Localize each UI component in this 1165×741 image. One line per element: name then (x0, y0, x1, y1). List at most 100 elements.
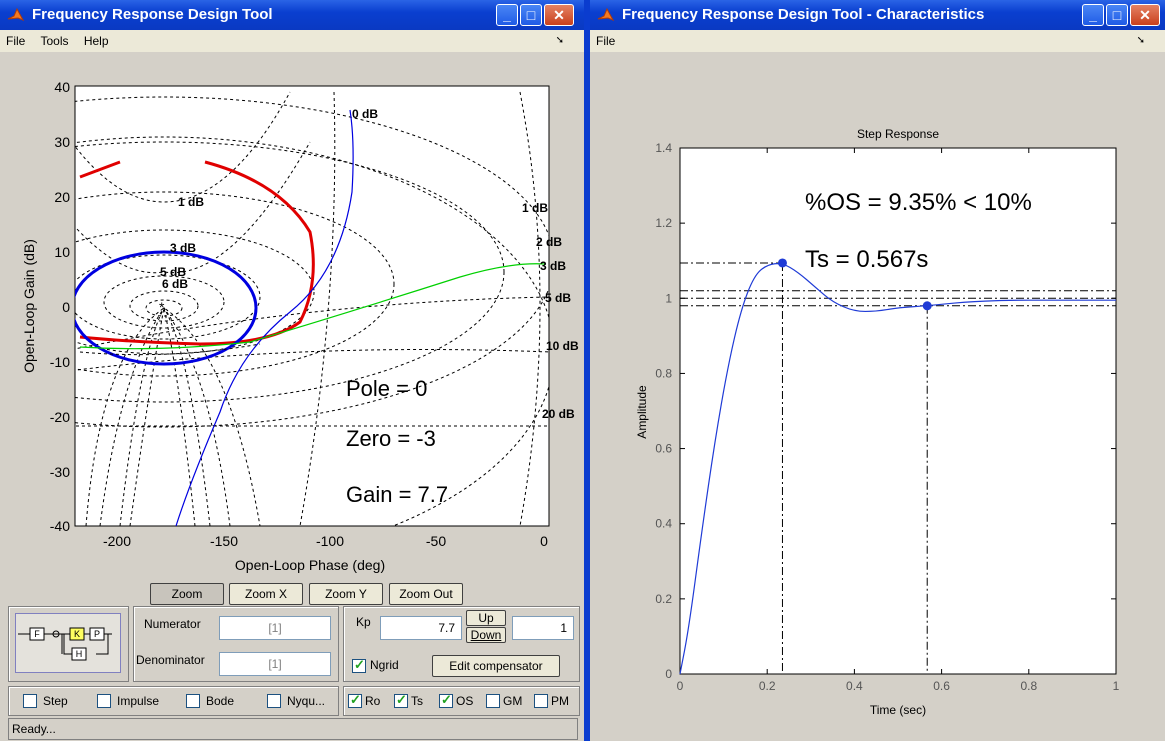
y-tick-label: 1 (665, 291, 672, 305)
ngrid-checkbox[interactable] (352, 657, 366, 673)
nichols-grid-contour (99, 307, 231, 526)
dock-arrow-icon[interactable]: ➘ (1136, 35, 1145, 46)
menu-tools[interactable]: Tools (40, 34, 69, 48)
x-axis-label: Open-Loop Phase (deg) (235, 557, 385, 573)
y-tick: 0 (62, 299, 70, 315)
y-tick-label: 1.2 (655, 216, 672, 230)
grid-label: 10 dB (546, 339, 579, 353)
bode-checkbox[interactable] (186, 694, 200, 708)
maximize-button[interactable]: □ (1106, 4, 1128, 26)
grid-label: 2 dB (536, 235, 562, 249)
x-tick: -50 (426, 533, 446, 549)
ngrid-label: Ngrid (370, 658, 399, 672)
impulse-checkbox[interactable] (97, 694, 111, 708)
zoom-out-button[interactable]: Zoom Out (389, 583, 463, 605)
characteristics-panel: Ro Ts OS GM PM (343, 686, 580, 716)
nyquist-checkbox[interactable] (267, 694, 281, 708)
y-tick-label: 0.8 (655, 366, 672, 380)
block-diagram-button[interactable]: F K P H (15, 613, 121, 673)
y-tick: -40 (50, 518, 70, 534)
y-tick: -20 (50, 409, 70, 425)
zoom-x-button[interactable]: Zoom X (229, 583, 303, 605)
block-h-label: H (76, 649, 83, 659)
menu-file[interactable]: File (596, 34, 616, 48)
window-title: Frequency Response Design Tool - Charact… (622, 6, 985, 23)
nichols-grid-contour (75, 91, 291, 203)
close-button[interactable]: ✕ (1130, 4, 1160, 26)
nyquist-label: Nyqu... (287, 694, 326, 708)
grid-label: 1 dB (522, 201, 548, 215)
x-tick-label: 1 (1113, 679, 1120, 693)
transfer-function-panel: Numerator [1] Denominator [1] (133, 606, 339, 682)
dock-arrow-icon[interactable]: ➘ (555, 35, 564, 46)
window-title: Frequency Response Design Tool (32, 6, 273, 23)
denominator-field[interactable]: [1] (219, 652, 331, 676)
y-tick: 20 (54, 189, 70, 205)
menu-file[interactable]: File (6, 34, 26, 48)
zoom-y-button[interactable]: Zoom Y (309, 583, 383, 605)
pm-checkbox[interactable] (534, 694, 548, 708)
gain-annotation: Gain = 7.7 (346, 482, 448, 507)
x-tick-label: 0.8 (1020, 679, 1037, 693)
numerator-field[interactable]: [1] (219, 616, 331, 640)
gm-label: GM (503, 694, 523, 708)
minimize-button[interactable]: _ (1082, 4, 1104, 26)
impulse-label: Impulse (117, 694, 160, 708)
ro-checkbox[interactable] (348, 692, 362, 708)
pm-label: PM (551, 694, 569, 708)
denominator-label: Denominator (136, 653, 205, 667)
block-diagram-panel: F K P H (8, 606, 129, 682)
grid-label: 5 dB (545, 291, 571, 305)
step-checkbox[interactable] (23, 694, 37, 708)
y-tick: 40 (54, 79, 70, 95)
block-f-label: F (34, 629, 40, 639)
matlab-icon (7, 7, 24, 21)
block-p-label: P (94, 629, 100, 639)
minimize-button[interactable]: _ (496, 4, 518, 26)
os-label: OS (456, 694, 474, 708)
y-tick: 30 (54, 134, 70, 150)
down-button[interactable]: Down (466, 627, 506, 643)
zoom-button[interactable]: Zoom (150, 583, 224, 605)
y-tick-label: 0 (665, 667, 672, 681)
chart-title: Step Response (857, 127, 939, 141)
nichols-grid-contour (85, 307, 261, 526)
overshoot-annotation: %OS = 9.35% < 10% (805, 189, 1032, 216)
nichols-grid-contour (75, 141, 505, 403)
kp-label: Kp (356, 615, 371, 629)
nichols-grid-contour (79, 343, 261, 356)
nichols-red-curve (79, 160, 315, 346)
nichols-grid-contour (75, 136, 549, 526)
y-tick-label: 0.2 (655, 592, 672, 606)
compensator-panel: Kp 7.7 Up Down 1 Ngrid Edit compensator (343, 606, 580, 682)
nichols-grid-contour (75, 229, 315, 355)
up-button[interactable]: Up (466, 610, 506, 626)
menu-help[interactable]: Help (83, 34, 109, 48)
ts-checkbox[interactable] (394, 692, 408, 708)
y-tick-label: 0.6 (655, 442, 672, 456)
nichols-grid-contour (103, 275, 225, 329)
step-plot-area[interactable] (679, 147, 1117, 675)
os-checkbox[interactable] (439, 692, 453, 708)
grid-label: 6 dB (162, 277, 188, 291)
block-k-label: K (74, 629, 80, 639)
peak-marker (777, 258, 787, 268)
gm-checkbox[interactable] (486, 694, 500, 708)
nichols-chart[interactable]: * 0 dB 1 dB 1 dB 2 dB 3 dB 3 dB 5 dB 6 d… (0, 52, 584, 582)
close-button[interactable]: ✕ (544, 4, 574, 26)
edit-compensator-button[interactable]: Edit compensator (432, 655, 560, 677)
x-tick-label: 0 (677, 679, 684, 693)
x-tick-label: 0.4 (846, 679, 863, 693)
y-tick: -30 (50, 464, 70, 480)
nichols-grid-contour (75, 254, 261, 340)
step-response-chart[interactable]: Step Response Time (sec) Amplitude 0 0.2 0… (590, 52, 1165, 741)
status-bar: Ready... (8, 718, 578, 740)
maximize-button[interactable]: □ (520, 4, 542, 26)
bode-label: Bode (206, 694, 235, 708)
plot-options-panel: Step Impulse Bode Nyqu... (8, 686, 339, 716)
nichols-grid-contour (75, 296, 549, 350)
kp-step-field[interactable]: 1 (512, 616, 574, 640)
y-axis-label: Open-Loop Gain (dB) (21, 239, 37, 373)
kp-field[interactable]: 7.7 (380, 616, 462, 640)
x-tick: 0 (540, 533, 548, 549)
